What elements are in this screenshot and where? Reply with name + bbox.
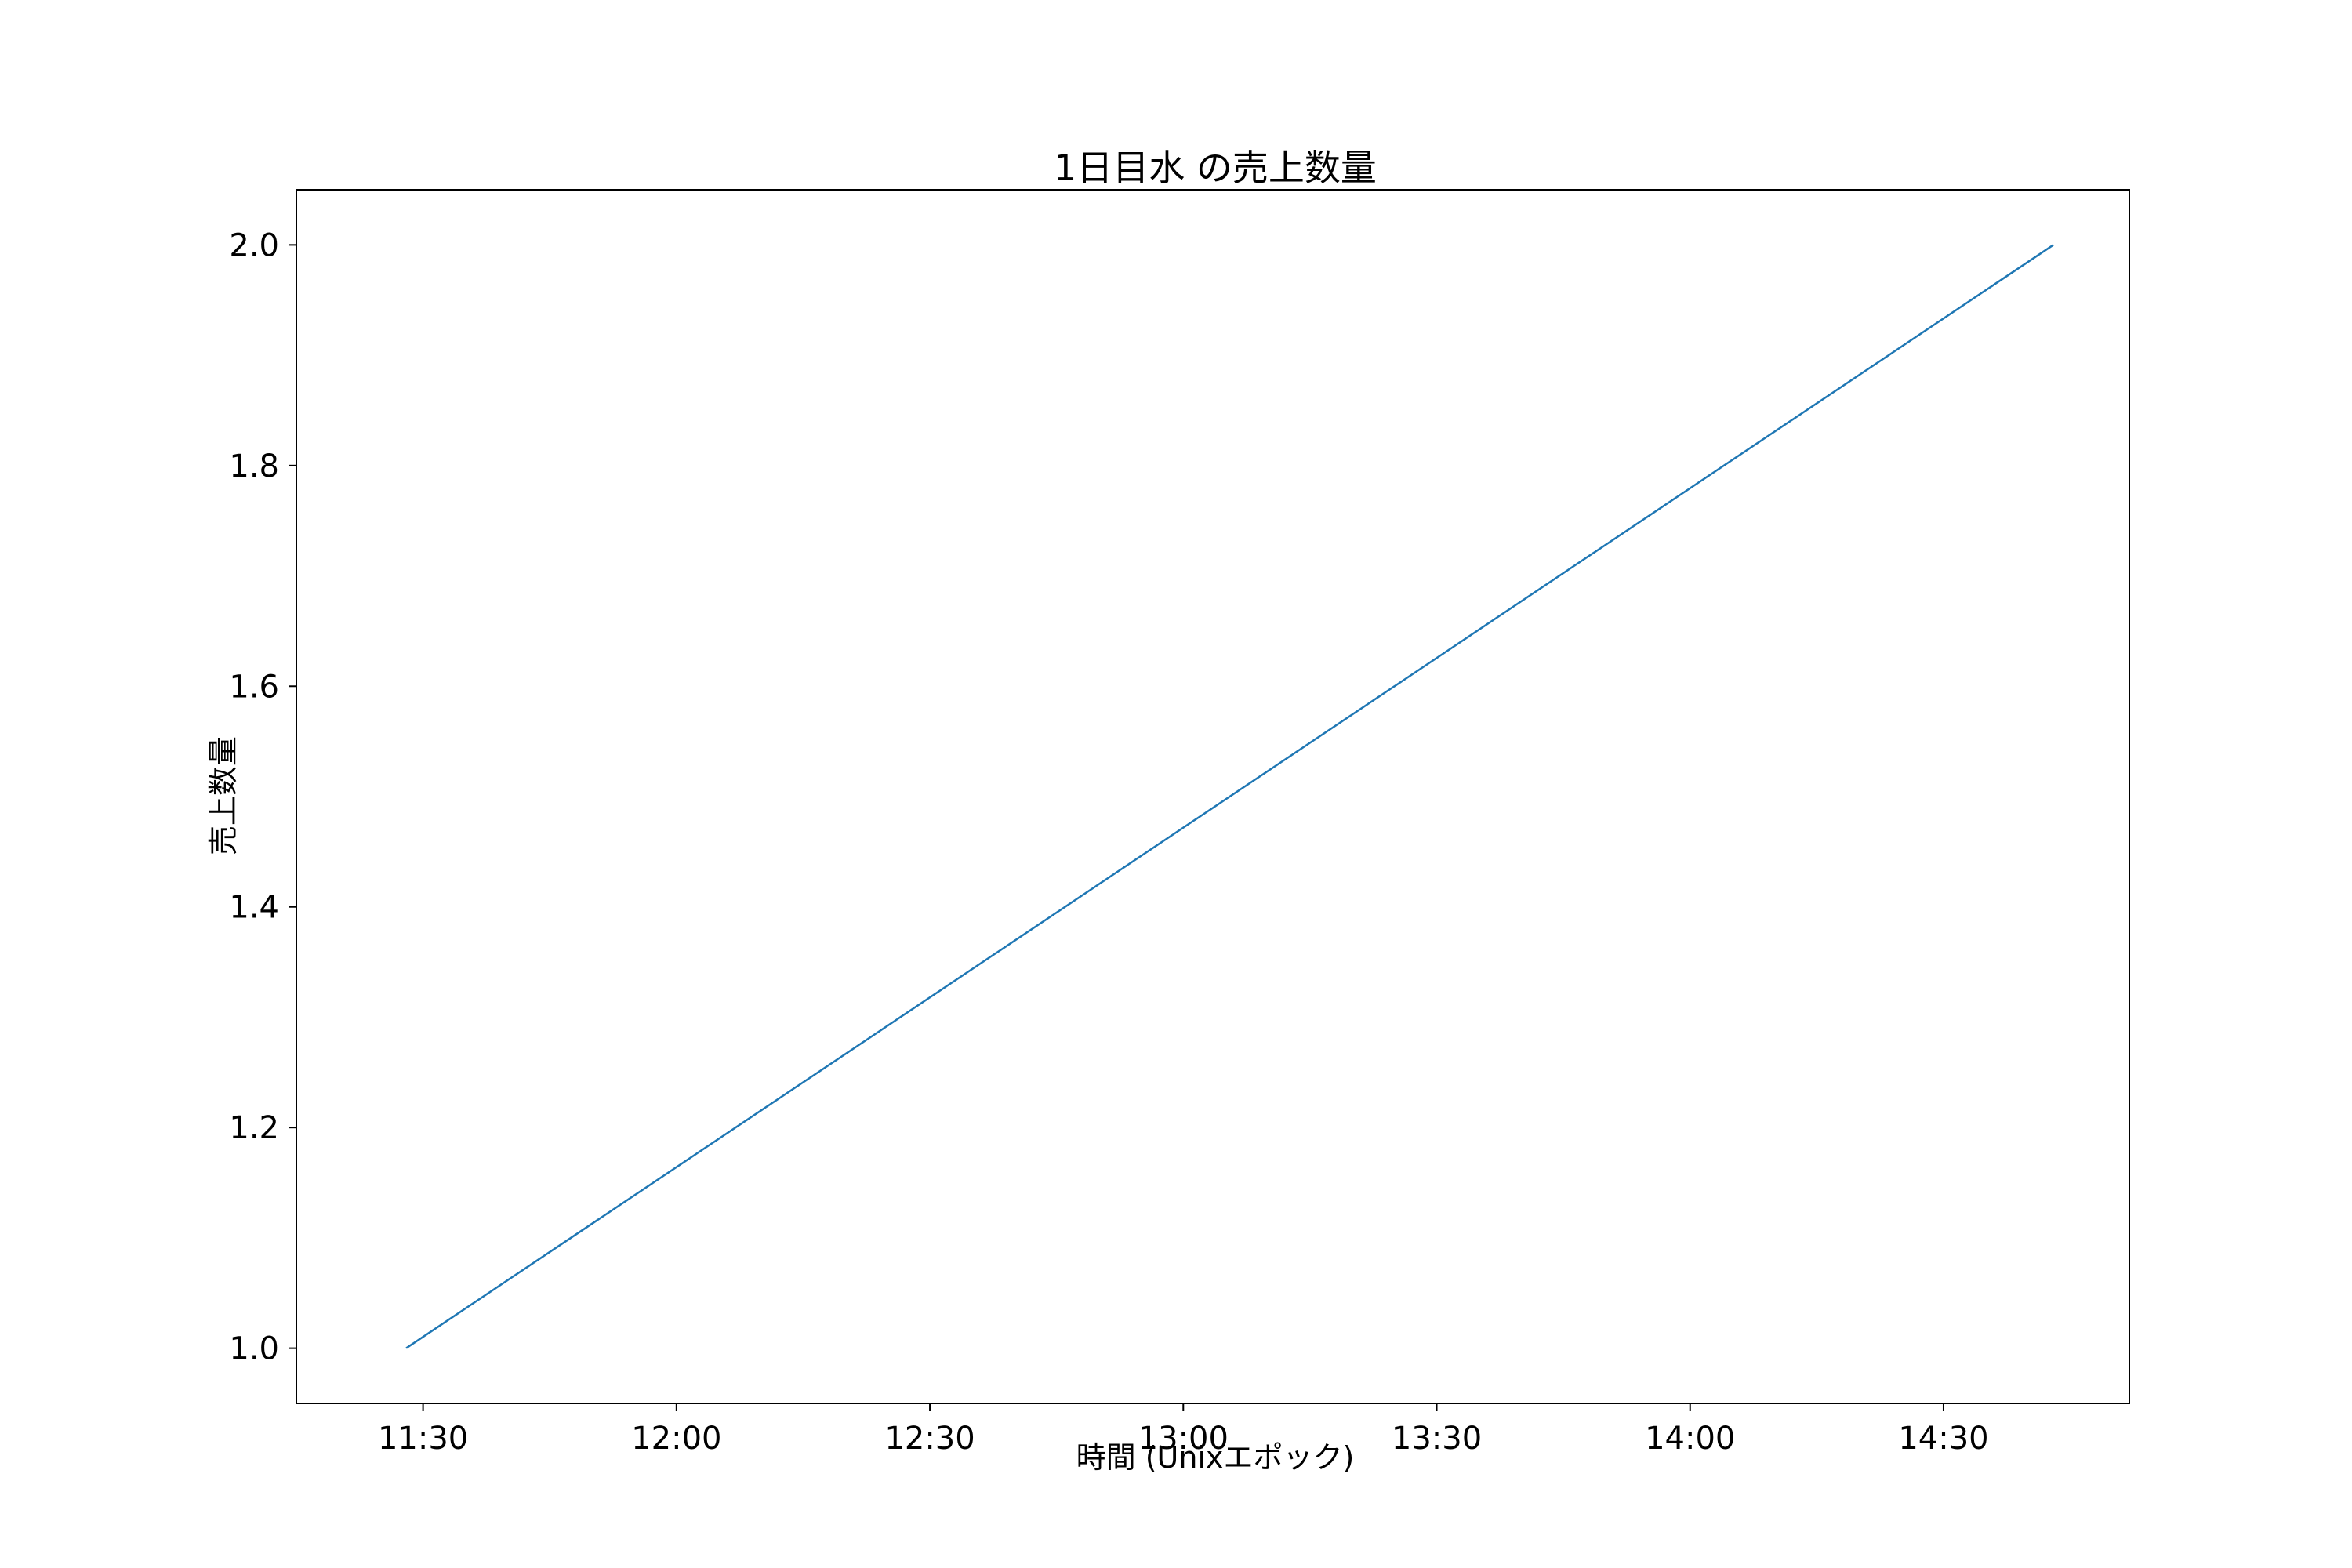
x-tick-label: 12:30 bbox=[884, 1421, 975, 1457]
y-tick-label: 2.0 bbox=[229, 227, 279, 263]
y-tick-label: 1.4 bbox=[229, 890, 279, 926]
x-tick-label: 11:30 bbox=[378, 1421, 468, 1457]
x-tick-label: 14:30 bbox=[1898, 1421, 1988, 1457]
y-axis-ticks: 1.0 1.2 1.4 1.6 1.8 2.0 bbox=[229, 227, 296, 1367]
x-tick-label: 14:00 bbox=[1645, 1421, 1735, 1457]
x-tick-label: 13:00 bbox=[1138, 1421, 1229, 1457]
x-tick-label: 12:00 bbox=[631, 1421, 721, 1457]
y-axis-label: 売上数量 bbox=[206, 736, 241, 855]
chart-title: 1日目水 の売上数量 bbox=[1054, 147, 1377, 189]
plot-frame bbox=[296, 189, 2130, 1404]
series-layer bbox=[405, 244, 2054, 1349]
y-tick-label: 1.0 bbox=[229, 1331, 279, 1367]
x-axis-ticks: 11:30 12:00 12:30 13:00 13:30 14:00 14:30 bbox=[378, 1403, 1989, 1457]
x-axis-label: 時間 (Unixエポック) bbox=[1076, 1440, 1355, 1475]
x-tick-label: 13:30 bbox=[1392, 1421, 1482, 1457]
y-tick-label: 1.8 bbox=[229, 448, 279, 485]
series-line bbox=[405, 244, 2054, 1349]
y-tick-label: 1.2 bbox=[229, 1110, 279, 1146]
y-tick-label: 1.6 bbox=[229, 669, 279, 705]
